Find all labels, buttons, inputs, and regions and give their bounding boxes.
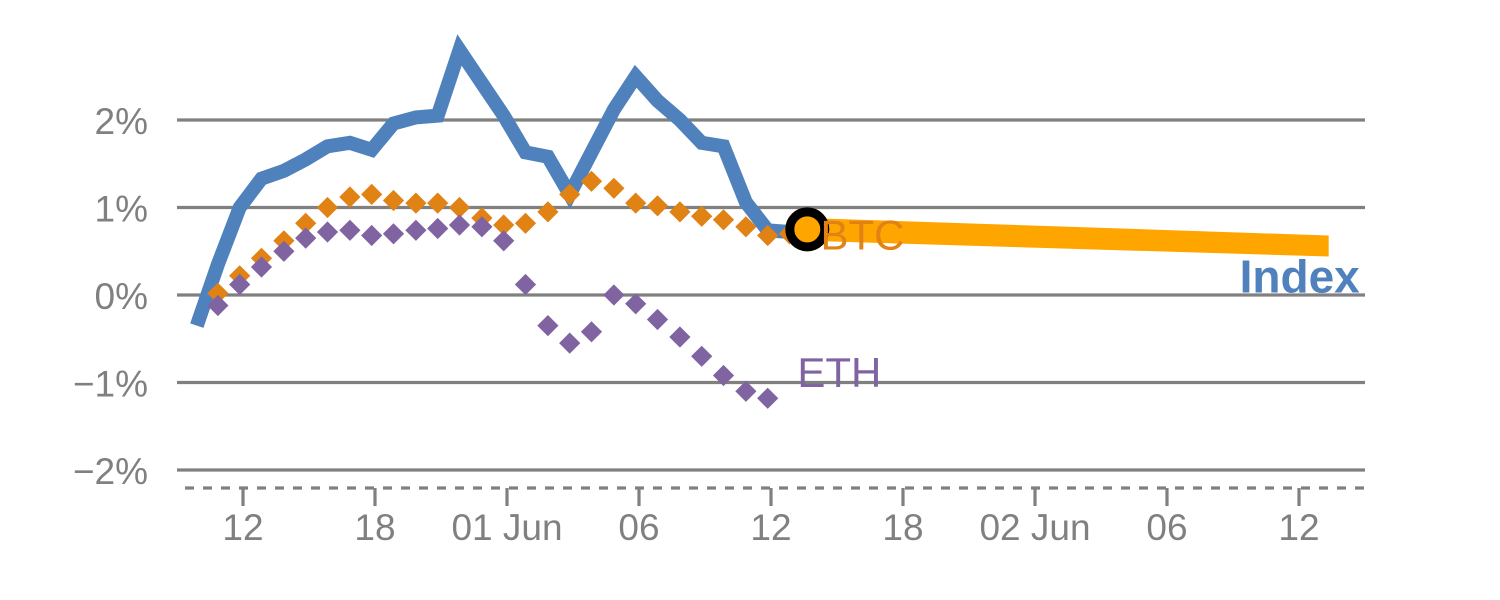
- x-tick-label-6: 02 Jun: [979, 507, 1090, 548]
- x-tick-label-7: 06: [1146, 507, 1187, 548]
- marker-eth-25: [757, 387, 779, 409]
- series-labels-group: BTC ETH Index: [797, 212, 1360, 396]
- marker-eth-19: [625, 293, 647, 315]
- x-tick-label-0: 12: [222, 507, 263, 548]
- marker-btc-7: [361, 183, 383, 206]
- x-tick-label-4: 12: [750, 507, 791, 548]
- marker-btc-5: [316, 196, 339, 219]
- marker-btc-10: [427, 192, 449, 214]
- marker-btc-18: [603, 177, 625, 199]
- series-label-index: Index: [1240, 250, 1361, 302]
- series-group: [190, 34, 801, 409]
- projection-band-group: [807, 218, 1329, 257]
- marker-eth-13: [493, 230, 515, 252]
- series-label-btc: BTC: [821, 212, 905, 259]
- marker-eth-16: [559, 332, 581, 354]
- y-tick-label-0: 2%: [95, 101, 148, 142]
- y-tick-label-1: 1%: [95, 189, 148, 230]
- marker-btc-17: [580, 170, 603, 192]
- x-tick-label-2: 01 Jun: [451, 507, 562, 548]
- y-tick-label-3: −1%: [73, 364, 148, 405]
- marker-eth-23: [712, 364, 735, 387]
- marker-eth-24: [735, 380, 757, 402]
- marker-btc-6: [339, 186, 361, 208]
- marker-eth-17: [580, 321, 603, 343]
- marker-btc-25: [757, 224, 779, 247]
- marker-eth-8: [382, 223, 405, 245]
- series-eth: [207, 214, 779, 409]
- marker-btc-15: [537, 201, 559, 223]
- marker-eth-10: [427, 217, 449, 240]
- marker-eth-11: [448, 214, 471, 236]
- x-axis-group: [185, 486, 1365, 506]
- marker-btc-24: [735, 216, 757, 238]
- current-value-marker-ring[interactable]: [785, 207, 830, 252]
- marker-btc-21: [669, 201, 691, 223]
- marker-btc-20: [646, 195, 669, 217]
- marker-eth-22: [691, 345, 713, 367]
- marker-btc-16: [559, 183, 581, 206]
- marker-eth-5: [316, 221, 339, 243]
- x-tick-label-8: 12: [1278, 507, 1319, 548]
- marker-eth-7: [361, 224, 383, 247]
- gridlines-group: [177, 118, 1365, 472]
- marker-btc-14: [514, 212, 537, 234]
- marker-btc-23: [712, 209, 735, 231]
- marker-eth-9: [405, 219, 427, 241]
- marker-eth-18: [603, 284, 625, 306]
- marker-eth-4: [295, 227, 317, 249]
- series-index: [190, 34, 791, 328]
- btc-projection-band: [807, 218, 1329, 257]
- marker-point-group[interactable]: [785, 207, 830, 252]
- marker-btc-9: [405, 192, 427, 214]
- y-tick-labels-group: 2% 1% 0% −1% −2%: [73, 101, 148, 492]
- x-tick-label-5: 18: [882, 507, 923, 548]
- marker-eth-21: [669, 326, 691, 348]
- y-tick-label-2: 0%: [95, 276, 148, 317]
- series-line-index: [190, 34, 791, 328]
- marker-eth-6: [339, 219, 361, 241]
- marker-eth-15: [537, 314, 559, 337]
- x-tick-label-3: 06: [618, 507, 659, 548]
- marker-eth-14: [514, 273, 537, 296]
- marker-btc-22: [691, 205, 713, 227]
- x-tick-label-1: 18: [354, 507, 395, 548]
- marker-btc-19: [625, 192, 647, 214]
- x-tick-labels-group: 12 18 01 Jun 06 12 18 02 Jun 06 12: [222, 507, 1319, 548]
- marker-eth-20: [646, 308, 669, 331]
- y-tick-label-4: −2%: [73, 451, 148, 492]
- series-label-eth: ETH: [797, 349, 881, 396]
